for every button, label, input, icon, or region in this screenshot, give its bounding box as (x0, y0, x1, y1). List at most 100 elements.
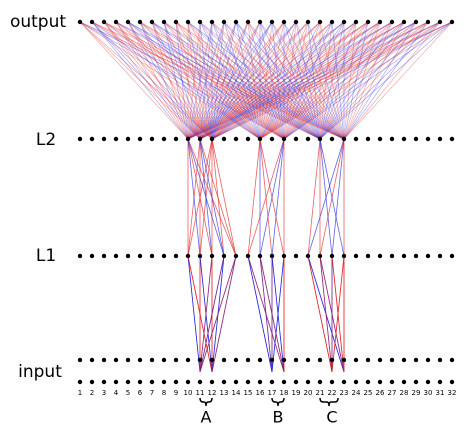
position-label: 16 (256, 389, 265, 397)
position-label: 6 (138, 389, 143, 397)
node (233, 253, 239, 259)
connection (259, 21, 285, 140)
connection (187, 21, 261, 140)
node (137, 136, 143, 142)
connection (331, 138, 345, 257)
node (317, 253, 323, 259)
connection (319, 21, 393, 140)
connection (343, 21, 405, 140)
node (437, 379, 443, 385)
connection (175, 21, 321, 140)
node (113, 136, 119, 142)
connection (175, 21, 261, 140)
node (425, 357, 431, 363)
connection (247, 21, 345, 140)
connection (211, 21, 393, 140)
connection (283, 21, 405, 140)
connection (151, 21, 261, 140)
connection (199, 21, 369, 140)
connection (319, 21, 441, 140)
connection (187, 21, 381, 140)
connection (199, 21, 309, 140)
connection (151, 21, 189, 140)
connection (259, 21, 321, 140)
connection (139, 21, 213, 140)
node (209, 136, 215, 142)
node (113, 357, 119, 363)
position-label: 26 (376, 389, 385, 397)
connection (283, 21, 321, 140)
node (89, 253, 95, 259)
connection (163, 21, 213, 140)
connection (91, 21, 213, 140)
connection (103, 21, 261, 140)
node (449, 253, 455, 259)
connection (319, 21, 357, 140)
node (305, 379, 311, 385)
node (389, 136, 395, 142)
connection (115, 21, 285, 140)
node (89, 357, 95, 363)
position-label: 23 (340, 389, 349, 397)
layer-label: input (18, 362, 62, 382)
brace (199, 397, 213, 407)
connection (115, 21, 345, 140)
connection (211, 138, 237, 257)
connection (259, 21, 345, 140)
connection (199, 138, 237, 257)
node (161, 253, 167, 259)
position-label: 2 (90, 389, 94, 397)
position-label: 30 (424, 389, 433, 397)
connection (259, 21, 441, 140)
connection (283, 21, 309, 140)
node (317, 379, 323, 385)
node (173, 19, 179, 25)
connection (199, 21, 345, 140)
connection (343, 21, 429, 140)
connection (259, 21, 393, 140)
connection (259, 255, 273, 373)
connection (307, 138, 321, 257)
node (89, 19, 95, 25)
connection (319, 138, 345, 257)
connection (271, 255, 285, 373)
connection (271, 21, 345, 140)
node (413, 19, 419, 25)
connection (187, 21, 213, 140)
connection (187, 21, 321, 140)
node (341, 136, 347, 142)
node (77, 357, 83, 363)
node (353, 136, 359, 142)
connection (271, 21, 285, 140)
connection (283, 21, 441, 140)
node (425, 379, 431, 385)
node (305, 357, 311, 363)
node (413, 379, 419, 385)
connection (307, 21, 345, 140)
group-label: B (273, 408, 284, 427)
connection (295, 21, 321, 140)
node (281, 253, 287, 259)
node (89, 136, 95, 142)
connection (283, 21, 345, 140)
connection (235, 21, 345, 140)
connection (319, 21, 345, 140)
connection (127, 21, 345, 140)
node (125, 357, 131, 363)
position-label: 19 (292, 389, 301, 397)
node (221, 19, 227, 25)
node (125, 379, 131, 385)
node (317, 357, 323, 363)
node (89, 379, 95, 385)
connection (211, 21, 357, 140)
position-label: 9 (174, 389, 178, 397)
connection (283, 21, 297, 140)
node (449, 136, 455, 142)
node (425, 136, 431, 142)
connection (199, 21, 453, 140)
connection (139, 21, 189, 140)
connection (79, 21, 189, 140)
connection (187, 21, 429, 140)
node (257, 253, 263, 259)
